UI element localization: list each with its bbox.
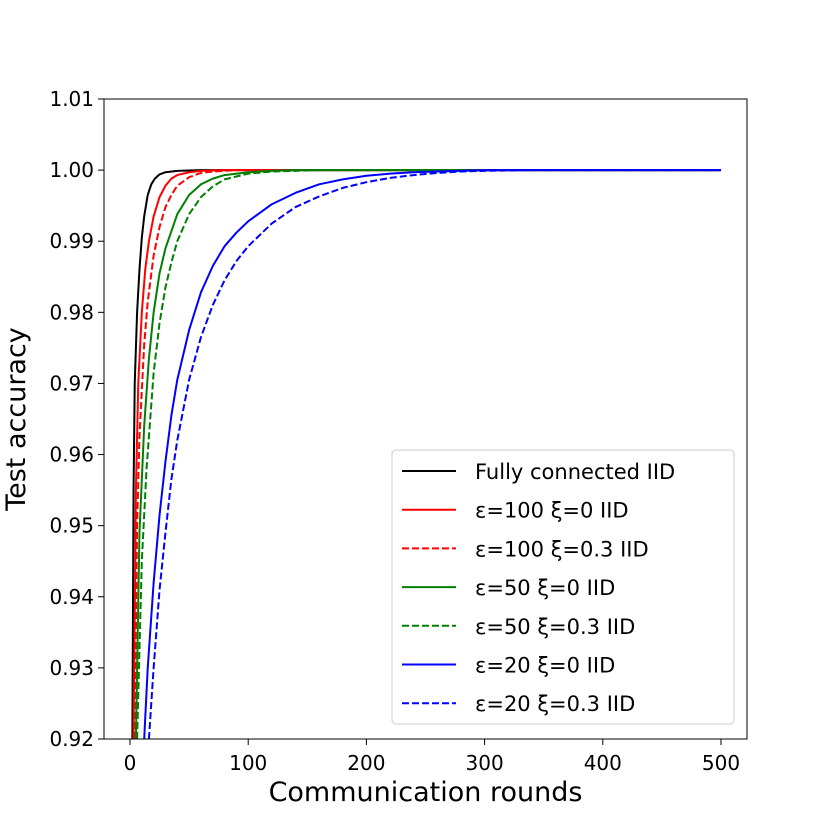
legend-label: Fully connected IID <box>475 460 675 484</box>
series-line-7 <box>147 169 721 739</box>
series-line-2 <box>132 169 721 739</box>
x-axis: 0 100 200 300 400 500 <box>124 739 740 775</box>
x-tick-label: 400 <box>584 751 622 775</box>
y-axis: 0.92 0.93 0.94 0.95 0.96 0.97 0.98 0.99 1.00 1.01 <box>49 87 104 751</box>
y-tick-label: 0.97 <box>49 371 94 395</box>
x-tick-label: 200 <box>347 751 385 775</box>
y-tick-label: 0.93 <box>49 656 94 680</box>
legend: Fully connected IID ε=100 ξ=0 IID ε=100 ξ=… <box>391 449 735 725</box>
x-tick-label: 500 <box>702 751 740 775</box>
legend-label: ε=50 ξ=0.3 IID <box>475 615 635 639</box>
legend-label: ε=20 ξ=0 IID <box>475 654 615 678</box>
legend-frame <box>391 449 735 725</box>
y-tick-label: 0.92 <box>49 727 94 751</box>
y-tick-label: 0.94 <box>49 585 94 609</box>
series-line-1 <box>131 169 721 739</box>
x-tick-label: 0 <box>124 751 137 775</box>
series-line-5 <box>136 169 721 739</box>
y-axis-label: Test accuracy <box>1 327 32 512</box>
y-tick-label: 0.99 <box>49 229 94 253</box>
legend-label: ε=100 ξ=0 IID <box>475 499 629 523</box>
x-tick-label: 100 <box>229 751 267 775</box>
series-line-6 <box>143 169 721 739</box>
legend-label: ε=20 ξ=0.3 IID <box>475 692 635 716</box>
series-line-4 <box>134 169 721 739</box>
y-tick-label: 0.95 <box>49 514 94 538</box>
y-tick-label: 1.00 <box>49 158 94 182</box>
legend-label: ε=100 ξ=0.3 IID <box>475 537 649 561</box>
y-tick-label: 0.96 <box>49 443 94 467</box>
series-layer <box>131 169 721 739</box>
y-tick-label: 0.98 <box>49 300 94 324</box>
x-tick-label: 300 <box>466 751 504 775</box>
series-line-3 <box>133 169 721 739</box>
y-tick-label: 1.01 <box>49 87 94 111</box>
x-axis-label: Communication rounds <box>269 777 583 808</box>
plot-frame <box>103 98 748 740</box>
legend-label: ε=50 ξ=0 IID <box>475 576 615 600</box>
